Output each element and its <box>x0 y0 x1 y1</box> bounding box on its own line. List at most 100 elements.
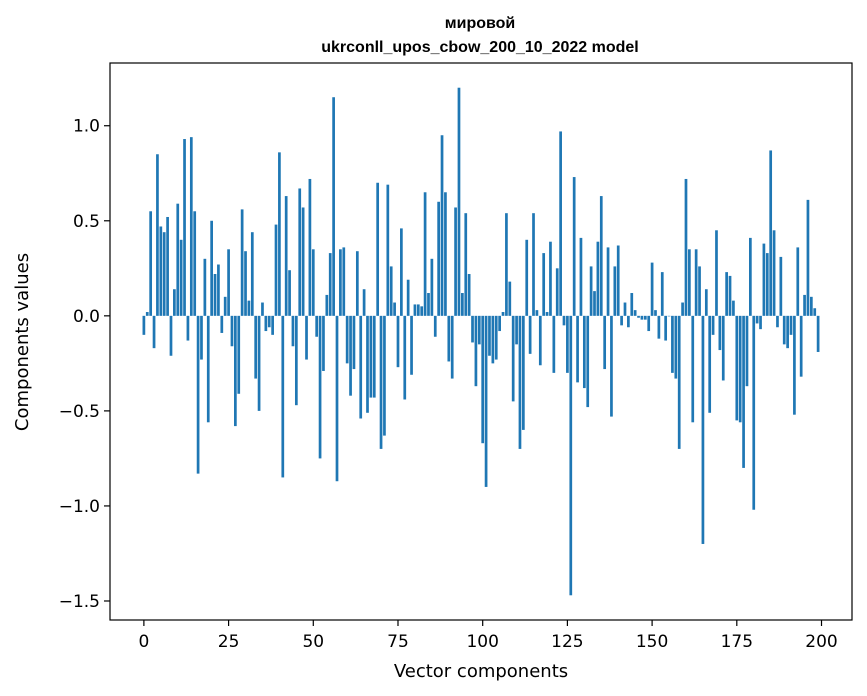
bar-47 <box>301 207 305 316</box>
bar-24 <box>223 296 227 316</box>
x-tick-label: 125 <box>551 632 583 652</box>
bar-64 <box>359 315 363 419</box>
bar-95 <box>464 213 468 316</box>
bar-14 <box>189 137 193 316</box>
bar-2 <box>149 211 153 316</box>
bar-12 <box>183 139 186 316</box>
bar-124 <box>562 315 566 326</box>
y-tick-label: 0.5 <box>73 212 100 232</box>
bar-45 <box>294 315 298 406</box>
bar-20 <box>210 220 213 316</box>
bar-76 <box>400 228 403 316</box>
bar-11 <box>179 239 183 316</box>
bar-1 <box>145 312 149 316</box>
bar-122 <box>555 268 559 316</box>
bar-185 <box>769 150 773 316</box>
y-axis-ticks: −1.5 −1.0 −0.5 0.0 0.5 1.0 <box>59 117 110 612</box>
bar-92 <box>454 207 457 316</box>
bar-125 <box>566 315 569 373</box>
bar-15 <box>193 211 197 316</box>
x-tick-label: 200 <box>805 632 837 652</box>
bar-89 <box>444 192 447 316</box>
bar-145 <box>633 310 637 316</box>
bar-179 <box>749 237 752 316</box>
bar-90 <box>447 315 451 362</box>
bar-111 <box>518 315 522 449</box>
bar-142 <box>623 302 627 316</box>
bar-169 <box>715 230 718 316</box>
bar-73 <box>389 266 393 316</box>
x-tick-label: 25 <box>218 632 240 652</box>
y-tick-label: −1.0 <box>59 497 100 517</box>
bar-168 <box>711 315 715 335</box>
bar-94 <box>461 293 464 316</box>
bar-157 <box>674 315 678 379</box>
bar-67 <box>369 315 373 398</box>
bar-115 <box>532 213 535 316</box>
bar-123 <box>559 131 562 316</box>
x-axis-ticks: 0 25 50 75 100 125 150 175 200 <box>138 620 838 652</box>
bar-61 <box>349 315 352 396</box>
bar-62 <box>352 315 356 370</box>
bar-32 <box>250 232 254 316</box>
bar-91 <box>450 315 454 379</box>
bar-66 <box>366 315 369 413</box>
bar-163 <box>694 249 698 316</box>
bar-70 <box>379 315 383 449</box>
bar-189 <box>782 315 786 345</box>
bar-8 <box>169 315 173 356</box>
bar-167 <box>708 315 712 413</box>
bar-136 <box>603 315 607 370</box>
bar-147 <box>640 315 644 320</box>
bar-16 <box>196 315 200 474</box>
bar-88 <box>440 135 444 316</box>
bar-93 <box>457 87 461 316</box>
bar-33 <box>254 315 258 379</box>
bar-182 <box>759 315 762 330</box>
bar-68 <box>372 315 376 398</box>
bar-99 <box>477 315 481 345</box>
bar-120 <box>549 241 552 316</box>
bar-150 <box>650 262 654 316</box>
bar-177 <box>742 315 745 468</box>
bar-112 <box>522 315 525 430</box>
bar-98 <box>474 315 478 387</box>
bar-107 <box>505 213 508 316</box>
x-axis-label: Vector components <box>394 661 568 682</box>
bar-21 <box>213 274 217 316</box>
bar-180 <box>752 315 756 510</box>
bar-48 <box>305 315 308 360</box>
bar-139 <box>613 266 617 316</box>
bar-106 <box>501 312 505 316</box>
bar-31 <box>247 300 251 316</box>
bar-10 <box>176 203 180 316</box>
bar-128 <box>576 315 579 383</box>
bar-87 <box>437 201 440 316</box>
bar-83 <box>423 192 427 316</box>
bar-135 <box>599 196 603 316</box>
bar-38 <box>271 315 274 335</box>
bar-29 <box>240 209 244 316</box>
bar-146 <box>637 315 640 318</box>
bar-50 <box>311 249 315 316</box>
bar-40 <box>278 152 281 316</box>
bar-101 <box>484 315 488 487</box>
bar-104 <box>494 315 498 360</box>
bar-6 <box>162 232 166 316</box>
bar-130 <box>582 315 586 389</box>
bar-138 <box>610 315 613 417</box>
bar-114 <box>528 315 532 354</box>
bar-37 <box>267 315 271 328</box>
bar-171 <box>721 315 725 381</box>
bar-18 <box>203 258 207 316</box>
bar-46 <box>298 188 302 316</box>
bar-164 <box>698 266 701 316</box>
bar-44 <box>291 315 295 347</box>
bar-175 <box>735 315 739 421</box>
bar-39 <box>274 224 278 316</box>
bar-160 <box>684 178 688 316</box>
bar-133 <box>593 291 596 316</box>
bar-79 <box>410 315 413 375</box>
bar-196 <box>806 199 810 316</box>
bar-41 <box>281 315 285 478</box>
